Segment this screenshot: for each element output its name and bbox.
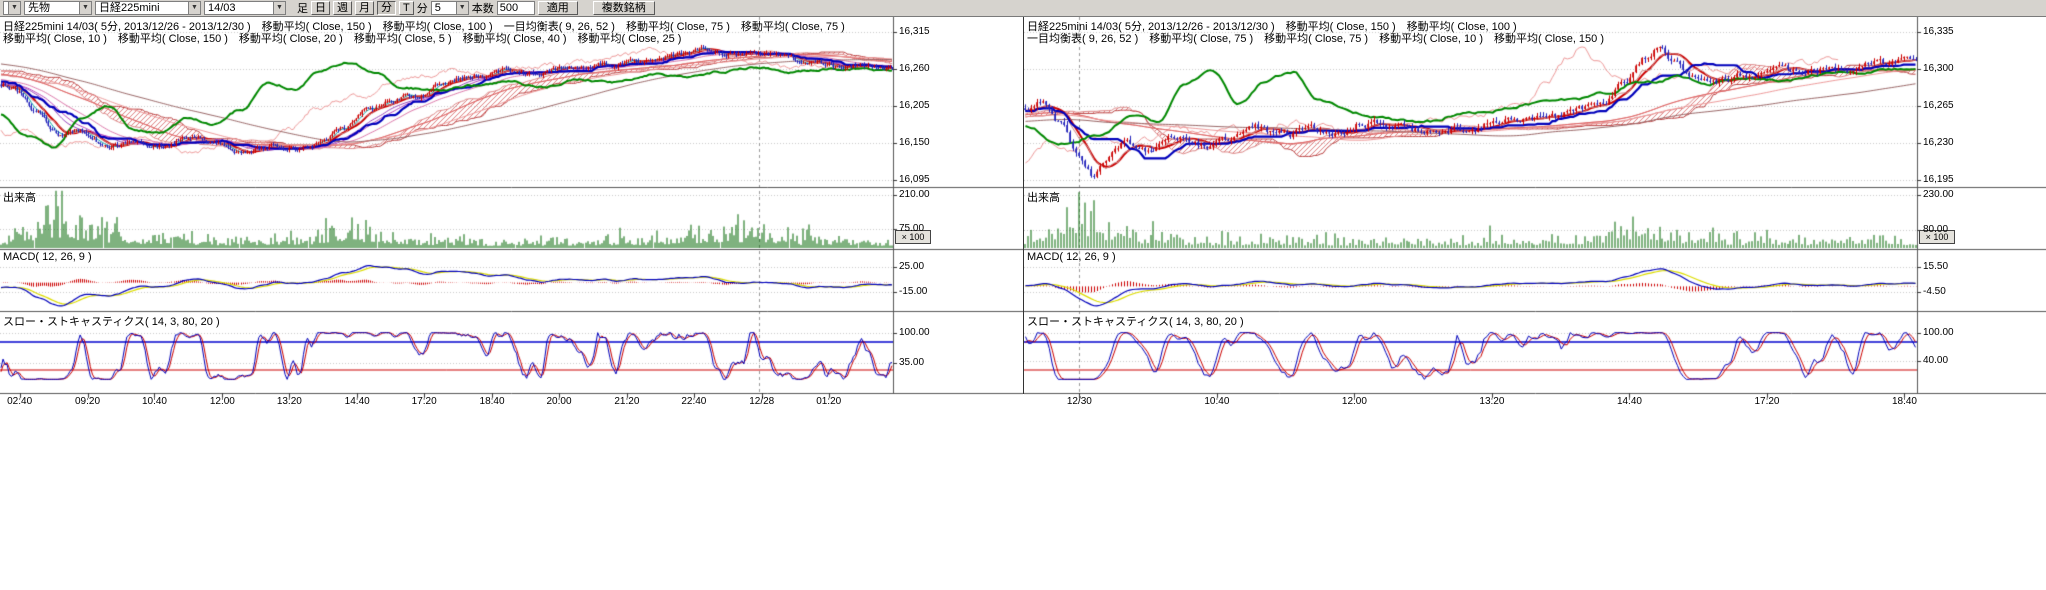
time-axis-label: 12/30 xyxy=(1066,396,1092,407)
tf-month-button[interactable]: 月 xyxy=(355,1,374,15)
chevron-down-icon: ▼ xyxy=(455,2,468,14)
volume-tick-label: 80.00 xyxy=(1923,223,1949,235)
tf-week-button[interactable]: 週 xyxy=(333,1,352,15)
time-axis-label: 12:00 xyxy=(209,396,235,407)
toolbar: ▼ 先物 ▼ 日経225mini ▼ 14/03 ▼ 足 日 週 月 分 T 分 5 ▼… xyxy=(0,0,2046,17)
volume-label: 出来高 xyxy=(3,192,36,204)
time-axis-label: 17:20 xyxy=(411,396,437,407)
panel-divider xyxy=(1023,17,1024,394)
volume-multiplier-badge: × 100 xyxy=(895,230,931,244)
chart-panel-left: 日経225mini 14/03( 5分, 2013/12/26 - 2013/1… xyxy=(0,17,1023,590)
chevron-down-icon: ▼ xyxy=(8,2,20,14)
price-tick-label: 16,095 xyxy=(899,174,930,185)
legend-line2: 一目均衡表( 9, 26, 52 ) 移動平均( Close, 75 ) 移動平… xyxy=(1027,33,1605,45)
legend-line2: 移動平均( Close, 10 ) 移動平均( Close, 150 ) 移動平… xyxy=(3,33,682,45)
price-tick-label: 16,150 xyxy=(899,137,930,148)
symbol-dropdown-value: 日経225mini xyxy=(99,2,160,14)
chevron-down-icon: ▼ xyxy=(79,2,91,14)
legend-line1: 日経225mini 14/03( 5分, 2013/12/26 - 2013/1… xyxy=(3,21,845,33)
chart-canvas-right[interactable] xyxy=(1024,17,2046,590)
time-axis-label: 10:40 xyxy=(141,396,167,407)
price-tick-label: 16,265 xyxy=(1923,100,1954,111)
stoch-tick-label: 100.00 xyxy=(1923,326,1954,338)
macd-tick-label: 25.00 xyxy=(899,261,925,272)
price-tick-label: 16,230 xyxy=(1923,137,1954,148)
time-axis-label: 10:40 xyxy=(1204,396,1230,407)
time-axis-label: 18:40 xyxy=(1891,396,1917,407)
tf-minute-button[interactable]: 分 xyxy=(377,1,396,15)
volume-multiplier-badge: × 100 xyxy=(1919,230,1955,244)
macd-label: MACD( 12, 26, 9 ) xyxy=(3,251,92,263)
layout-dropdown[interactable]: ▼ xyxy=(3,1,21,15)
time-axis-label: 22:40 xyxy=(681,396,707,407)
macd-tick-label: -15.00 xyxy=(899,286,928,297)
macd-label: MACD( 12, 26, 9 ) xyxy=(1027,251,1116,263)
contract-dropdown-value: 14/03 xyxy=(208,2,236,14)
chevron-down-icon: ▼ xyxy=(273,2,285,14)
time-axis-label: 09:20 xyxy=(74,396,101,407)
stoch-tick-label: 35.00 xyxy=(899,357,925,368)
time-axis-label: 14:40 xyxy=(1616,396,1642,407)
time-axis-label: 13:20 xyxy=(1479,396,1505,407)
price-tick-label: 16,315 xyxy=(899,26,930,37)
chart-panel-right: 日経225mini 14/03( 5分, 2013/12/26 - 2013/1… xyxy=(1024,17,2046,590)
volume-label: 出来高 xyxy=(1027,192,1060,204)
bars-label: 本数 xyxy=(471,3,494,15)
tf-tick-button[interactable]: T xyxy=(399,1,414,15)
tf-day-button[interactable]: 日 xyxy=(311,1,330,15)
market-dropdown[interactable]: 先物 ▼ xyxy=(24,1,92,15)
volume-tick-label: 230.00 xyxy=(1923,189,1954,200)
chart-canvas-left[interactable] xyxy=(0,17,1023,590)
time-axis-label: 12:00 xyxy=(1341,396,1367,407)
multi-symbol-button[interactable]: 複数銘柄 xyxy=(592,1,655,15)
time-axis-label: 13:20 xyxy=(276,396,302,407)
stochastics-label: スロー・ストキャスティクス( 14, 3, 80, 20 ) xyxy=(3,316,220,328)
time-axis-label: 21:20 xyxy=(614,396,640,407)
legend-line1: 日経225mini 14/03( 5分, 2013/12/26 - 2013/1… xyxy=(1027,21,1517,33)
price-tick-label: 16,205 xyxy=(899,100,930,111)
time-axis-label: 02:40 xyxy=(7,396,33,407)
time-axis-label: 14:40 xyxy=(344,396,370,407)
time-axis-label: 18:40 xyxy=(479,396,505,407)
stoch-tick-label: 40.00 xyxy=(1923,354,1949,366)
chevron-down-icon: ▼ xyxy=(188,2,200,14)
stochastics-label: スロー・ストキャスティクス( 14, 3, 80, 20 ) xyxy=(1027,316,1244,328)
market-dropdown-value: 先物 xyxy=(28,2,50,14)
contract-dropdown[interactable]: 14/03 ▼ xyxy=(204,1,286,15)
price-tick-label: 16,195 xyxy=(1923,174,1954,185)
time-axis-label: 01:20 xyxy=(816,396,842,407)
price-tick-label: 16,335 xyxy=(1923,26,1954,37)
time-axis-label: 12/28 xyxy=(749,396,775,407)
minute-label: 分 xyxy=(416,3,428,15)
minute-count-value: 5 xyxy=(434,2,441,14)
price-tick-label: 16,300 xyxy=(1923,63,1954,74)
volume-tick-label: 210.00 xyxy=(899,189,930,200)
apply-button[interactable]: 適用 xyxy=(537,1,578,15)
minute-count-dropdown[interactable]: 5 ▼ xyxy=(430,1,469,15)
macd-tick-label: -4.50 xyxy=(1923,286,1946,297)
time-axis-label: 20:00 xyxy=(546,396,572,407)
stoch-tick-label: 100.00 xyxy=(899,326,930,338)
price-tick-label: 16,260 xyxy=(899,63,930,74)
time-axis-label: 17:20 xyxy=(1754,396,1780,407)
bars-count-input[interactable] xyxy=(496,1,535,15)
ashi-label: 足 xyxy=(297,3,308,15)
symbol-dropdown[interactable]: 日経225mini ▼ xyxy=(95,1,201,15)
macd-tick-label: 15.50 xyxy=(1923,261,1949,272)
volume-tick-label: 75.00 xyxy=(899,223,925,235)
